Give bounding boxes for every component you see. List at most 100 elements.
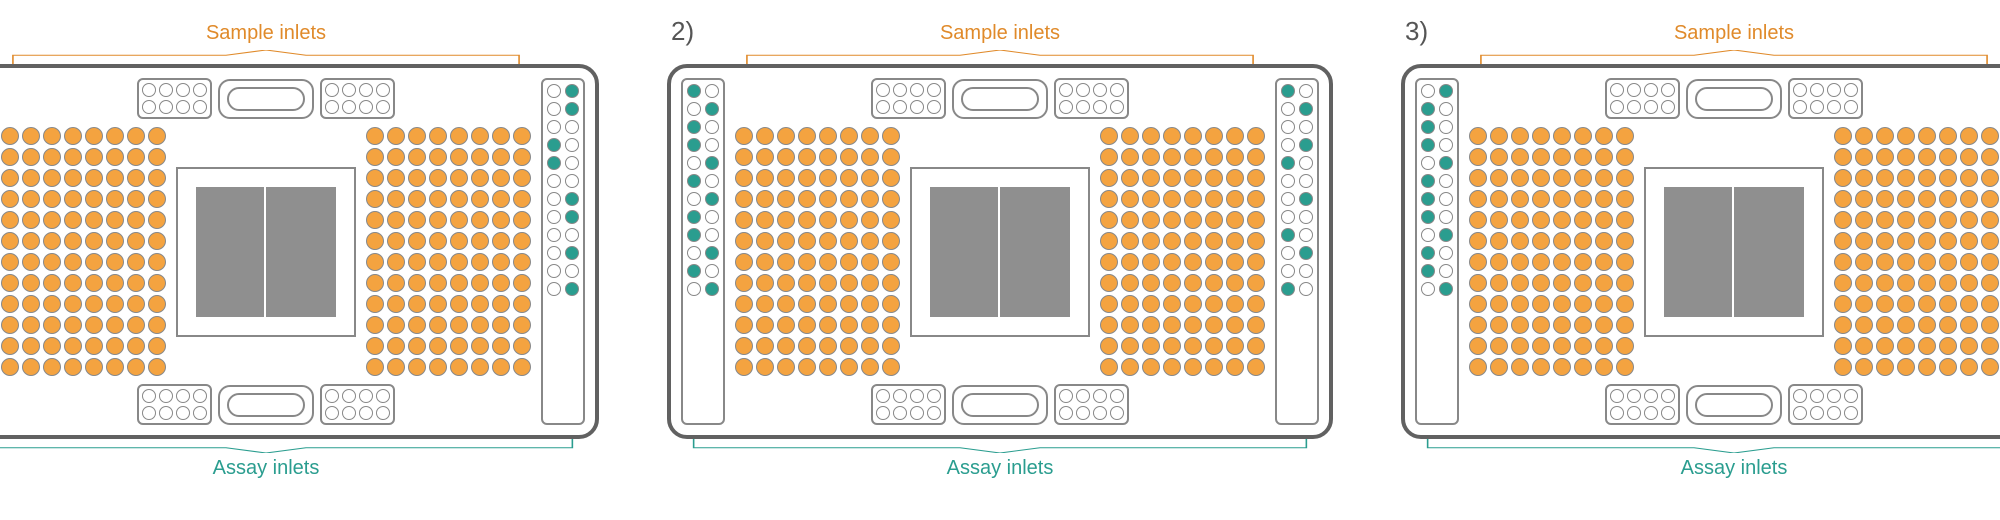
assay-well — [342, 100, 356, 114]
port-row — [1605, 78, 1863, 119]
sample-well — [819, 232, 837, 250]
sample-well — [840, 190, 858, 208]
assay-well — [910, 406, 924, 420]
sample-well — [22, 295, 40, 313]
sample-well — [1918, 190, 1936, 208]
assay-well — [565, 156, 579, 170]
sample-well — [450, 274, 468, 292]
assay-well — [342, 83, 356, 97]
assay-well — [1644, 406, 1658, 420]
fluid-port — [218, 79, 314, 119]
sample-well — [429, 211, 447, 229]
assay-well — [565, 210, 579, 224]
assay-well — [1076, 389, 1090, 403]
sample-well — [387, 211, 405, 229]
reagent-port — [1605, 384, 1680, 425]
sample-well — [1595, 211, 1613, 229]
assay-well — [1844, 100, 1858, 114]
sample-well — [735, 358, 753, 376]
assay-well — [1610, 406, 1624, 420]
sample-well — [471, 190, 489, 208]
sample-well — [1834, 148, 1852, 166]
sample-well — [1226, 148, 1244, 166]
sample-well — [1616, 148, 1634, 166]
sample-well — [756, 127, 774, 145]
sample-well — [1142, 148, 1160, 166]
assay-well — [1439, 264, 1453, 278]
sample-well — [1184, 316, 1202, 334]
sample-well — [1, 127, 19, 145]
sample-well — [1918, 337, 1936, 355]
sample-well — [1226, 127, 1244, 145]
assay-well — [1844, 83, 1858, 97]
assay-well — [705, 264, 719, 278]
sample-well — [1553, 127, 1571, 145]
assay-well — [1281, 228, 1295, 242]
sample-well — [1939, 274, 1957, 292]
sample-well — [1897, 337, 1915, 355]
sample-well — [408, 337, 426, 355]
sample-well — [798, 274, 816, 292]
sample-well — [1897, 148, 1915, 166]
assay-well — [1627, 389, 1641, 403]
sample-well — [1490, 169, 1508, 187]
sample-well — [1, 337, 19, 355]
sample-well — [1960, 316, 1978, 334]
sample-well — [756, 274, 774, 292]
sample-well — [1142, 169, 1160, 187]
sample-well — [408, 232, 426, 250]
sample-well — [127, 337, 145, 355]
sample-well — [1981, 274, 1999, 292]
sample-well — [1981, 169, 1999, 187]
sample-well — [1490, 127, 1508, 145]
sample-well — [1855, 358, 1873, 376]
sample-well — [1876, 127, 1894, 145]
sample-inlets-label: Sample inlets — [667, 22, 1333, 48]
sample-well — [882, 127, 900, 145]
sample-well — [1876, 358, 1894, 376]
assay-well — [687, 228, 701, 242]
sample-well — [492, 337, 510, 355]
sample-well — [408, 253, 426, 271]
sample-well — [1834, 253, 1852, 271]
assay-well — [359, 100, 373, 114]
sample-well — [450, 358, 468, 376]
sample-well — [1121, 211, 1139, 229]
sample-well — [1, 253, 19, 271]
assay-well — [325, 83, 339, 97]
sample-well — [1532, 190, 1550, 208]
sample-well — [1205, 232, 1223, 250]
sample-well — [366, 295, 384, 313]
assay-well — [1299, 120, 1313, 134]
sample-well — [492, 316, 510, 334]
assay-well — [1110, 389, 1124, 403]
sample-well — [798, 232, 816, 250]
sample-well — [64, 169, 82, 187]
sample-well — [777, 127, 795, 145]
assay-well — [910, 100, 924, 114]
assay-well — [1281, 156, 1295, 170]
sample-well — [1163, 253, 1181, 271]
sample-well — [127, 148, 145, 166]
sample-well — [1918, 253, 1936, 271]
sample-well — [85, 316, 103, 334]
sample-well — [366, 148, 384, 166]
sample-well — [64, 211, 82, 229]
sample-well — [1960, 358, 1978, 376]
sample-well — [819, 295, 837, 313]
sample-well — [1490, 358, 1508, 376]
sample-well — [106, 274, 124, 292]
assay-well — [1421, 84, 1435, 98]
sample-well — [471, 316, 489, 334]
sample-well — [429, 337, 447, 355]
sample-well — [387, 127, 405, 145]
sample-well — [408, 169, 426, 187]
sample-well — [1855, 148, 1873, 166]
assay-well — [1439, 246, 1453, 260]
sample-well — [1939, 295, 1957, 313]
assay-well — [1281, 210, 1295, 224]
sample-well — [882, 316, 900, 334]
sample-well — [1142, 316, 1160, 334]
port-row — [1605, 384, 1863, 425]
assay-well — [1661, 100, 1675, 114]
